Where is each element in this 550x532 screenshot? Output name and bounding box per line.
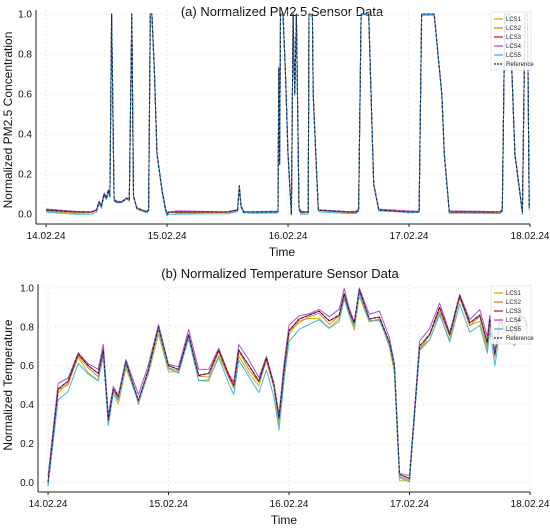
pm25-chart: (a) Normalized PM2.5 Sensor Data 0.0 0.2 0… bbox=[1, 4, 550, 259]
pm25-x-tick-label: 14.02.24 bbox=[27, 231, 66, 242]
pm25-y-tick-label: 1.0 bbox=[18, 10, 32, 21]
pm25-y-tick-label: 0.0 bbox=[18, 210, 32, 221]
pm25-legend: LCS1 LCS2 LCS3 LCS4 LCS5 Reference bbox=[490, 11, 534, 71]
pm25-legend-box bbox=[490, 11, 532, 71]
temperature-x-axis-label: Time bbox=[271, 513, 298, 527]
temperature-y-axis-label: Normalized Temperature bbox=[1, 319, 15, 450]
temperature-legend-label: LCS3 bbox=[506, 309, 522, 315]
pm25-chart-title: (a) Normalized PM2.5 Sensor Data bbox=[181, 4, 384, 19]
temperature-series-lcs1 bbox=[47, 294, 528, 487]
pm25-x-tick-label: 15.02.24 bbox=[148, 231, 187, 242]
temperature-series-lcs5 bbox=[47, 292, 528, 487]
temperature-legend: LCS1 LCS2 LCS3 LCS4 LCS5 Reference bbox=[490, 285, 534, 345]
temperature-series-reference bbox=[47, 289, 529, 483]
pm25-legend-label: LCS2 bbox=[506, 26, 522, 32]
temperature-y-tick-label: 0.8 bbox=[20, 322, 34, 333]
pm25-legend-label: LCS1 bbox=[506, 17, 522, 23]
pm25-x-tick-label: 17.02.24 bbox=[390, 231, 429, 242]
temperature-legend-box bbox=[490, 285, 532, 345]
pm25-series-reference bbox=[46, 13, 530, 215]
temperature-y-tick-label: 0.4 bbox=[20, 400, 34, 411]
temperature-x-tick-label: 15.02.24 bbox=[149, 499, 188, 510]
pm25-x-tick-label: 18.02.24 bbox=[511, 231, 550, 242]
pm25-legend-label: LCS4 bbox=[506, 44, 522, 50]
temperature-chart: (b) Normalized Temperature Sensor Data 0… bbox=[1, 266, 550, 527]
temperature-y-tick-label: 0.6 bbox=[20, 361, 34, 372]
temperature-y-tick-label: 0.2 bbox=[20, 439, 34, 450]
temperature-y-tick-label: 0.0 bbox=[20, 478, 34, 489]
pm25-y-axis-label: Normalized PM2.5 Concentration bbox=[1, 32, 15, 209]
temperature-x-tick-label: 16.02.24 bbox=[270, 499, 309, 510]
pm25-x-axis-label: Time bbox=[269, 245, 296, 259]
temperature-legend-label: LCS1 bbox=[506, 291, 522, 297]
temperature-x-tick-label: 17.02.24 bbox=[390, 499, 429, 510]
pm25-legend-label: Reference bbox=[506, 62, 534, 68]
pm25-y-tick-label: 0.2 bbox=[18, 170, 32, 181]
temperature-legend-label: LCS5 bbox=[506, 327, 522, 333]
pm25-y-tick-label: 0.8 bbox=[18, 50, 32, 61]
temperature-y-tick-label: 1.0 bbox=[20, 283, 34, 294]
pm25-legend-label: LCS5 bbox=[506, 53, 522, 59]
pm25-legend-label: LCS3 bbox=[506, 35, 522, 41]
temperature-legend-label: LCS4 bbox=[506, 318, 522, 324]
temperature-x-tick-label: 14.02.24 bbox=[29, 499, 68, 510]
pm25-x-tick-label: 16.02.24 bbox=[269, 231, 308, 242]
pm25-y-tick-label: 0.6 bbox=[18, 90, 32, 101]
temperature-legend-label: LCS2 bbox=[506, 300, 522, 306]
temperature-chart-title: (b) Normalized Temperature Sensor Data bbox=[161, 266, 399, 281]
pm25-y-tick-label: 0.4 bbox=[18, 130, 32, 141]
temperature-legend-label: Reference bbox=[506, 336, 534, 342]
temperature-series-lcs4 bbox=[47, 287, 528, 477]
temperature-x-tick-label: 18.02.24 bbox=[511, 499, 550, 510]
